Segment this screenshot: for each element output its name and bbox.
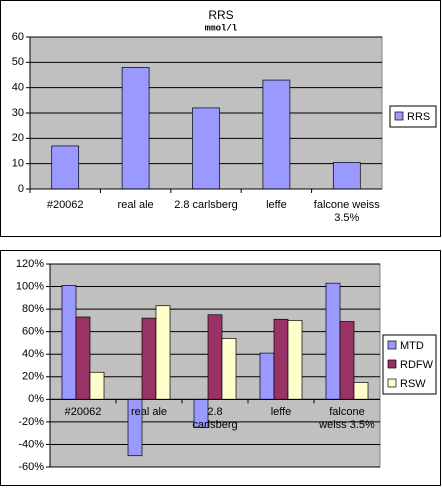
- legend-box: [389, 105, 437, 128]
- y-tick-label: -40%: [18, 438, 44, 450]
- y-tick-label: 120%: [16, 258, 44, 270]
- y-tick-label: 80%: [22, 303, 44, 315]
- bar: [273, 318, 289, 400]
- bar: [207, 314, 223, 400]
- y-tick-label: 0%: [28, 393, 44, 405]
- bar: [192, 107, 220, 190]
- bar: [332, 162, 361, 190]
- legend-label: MTD: [400, 340, 424, 352]
- x-tick-label: #20062: [46, 199, 84, 211]
- x-tick-label: #20062: [64, 406, 102, 418]
- bar: [51, 145, 80, 190]
- legend-swatch: [387, 340, 397, 350]
- y-tick-label: -20%: [18, 416, 44, 428]
- chart-title: RRS: [208, 8, 233, 22]
- x-tick-label: falcone weiss 3.5%: [313, 199, 380, 224]
- y-tick-label: 60: [12, 31, 24, 43]
- x-tick-label: real ale: [117, 199, 154, 211]
- y-tick-label: 20: [12, 132, 24, 144]
- legend-label: RSW: [400, 378, 426, 390]
- bar: [287, 320, 303, 400]
- y-tick-label: -60%: [18, 461, 44, 473]
- bar: [141, 317, 157, 400]
- chart-subtitle: mmol/l: [205, 23, 238, 33]
- bar: [61, 285, 77, 400]
- legend-swatch: [387, 359, 397, 369]
- legend-swatch: [394, 111, 404, 121]
- bar: [221, 338, 237, 400]
- bar: [89, 371, 105, 400]
- y-tick-label: 10: [12, 158, 24, 170]
- y-tick-label: 0: [18, 183, 24, 195]
- y-tick-label: 30: [12, 107, 24, 119]
- bar: [353, 382, 369, 400]
- legend-swatch: [387, 378, 397, 388]
- bar: [262, 79, 291, 190]
- y-tick-label: 40: [12, 82, 24, 94]
- bar: [259, 352, 275, 400]
- bar: [75, 316, 91, 400]
- bar: [339, 321, 355, 400]
- y-tick-label: 60%: [22, 326, 44, 338]
- y-tick-label: 100%: [16, 280, 44, 292]
- bar: [121, 67, 150, 190]
- bar: [155, 305, 171, 400]
- x-tick-label: 2.8 carlsberg: [192, 406, 238, 431]
- y-tick-label: 50: [12, 56, 24, 68]
- x-tick-label: falcone weiss 3.5%: [319, 406, 375, 431]
- x-tick-label: real ale: [130, 406, 168, 418]
- legend-label: RRS: [407, 111, 430, 123]
- x-tick-label: leffe: [266, 199, 287, 211]
- y-tick-label: 20%: [22, 371, 44, 383]
- x-tick-label: leffe: [270, 406, 292, 418]
- y-tick-label: 40%: [22, 348, 44, 360]
- bar: [325, 282, 341, 400]
- legend-label: RDFW: [400, 359, 434, 371]
- x-tick-label: 2.8 carlsberg: [174, 199, 238, 211]
